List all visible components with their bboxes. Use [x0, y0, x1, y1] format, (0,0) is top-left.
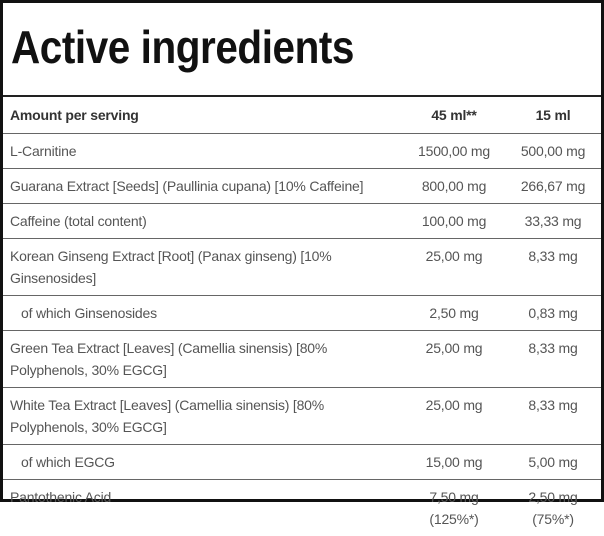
- daily-value-percent: (75%*): [532, 511, 574, 527]
- amount-45ml: 25,00 mg: [403, 388, 505, 445]
- ingredient-name: of which EGCG: [3, 445, 403, 480]
- table-header: Amount per serving 45 ml** 15 ml: [3, 96, 601, 134]
- amount-15ml: 0,83 mg: [505, 296, 601, 331]
- amount-15ml: 8,33 mg: [505, 331, 601, 388]
- amount-45ml: 2,50 mg: [403, 296, 505, 331]
- table-row: White Tea Extract [Leaves] (Camellia sin…: [3, 388, 601, 445]
- table-row: Korean Ginseng Extract [Root] (Panax gin…: [3, 239, 601, 296]
- amount-15ml: 8,33 mg: [505, 388, 601, 445]
- amount-15ml: 2,50 mg (75%*): [505, 480, 601, 536]
- amount-45ml: 25,00 mg: [403, 331, 505, 388]
- ingredient-name: of which Ginsenosides: [3, 296, 403, 331]
- table-row: Pantothenic Acid 7,50 mg (125%*) 2,50 mg (…: [3, 480, 601, 536]
- amount-45ml: 1500,00 mg: [403, 134, 505, 169]
- amount-45ml: 800,00 mg: [403, 169, 505, 204]
- amount-15ml: 266,67 mg: [505, 169, 601, 204]
- header-15ml: 15 ml: [505, 96, 601, 134]
- amount-15ml: 33,33 mg: [505, 204, 601, 239]
- ingredient-name: Korean Ginseng Extract [Root] (Panax gin…: [3, 239, 403, 296]
- ingredient-name: Guarana Extract [Seeds] (Paullinia cupan…: [3, 169, 403, 204]
- ingredients-panel: Active ingredients Amount per serving 45…: [0, 0, 604, 502]
- ingredient-name: Green Tea Extract [Leaves] (Camellia sin…: [3, 331, 403, 388]
- amount-value: 7,50 mg: [429, 489, 478, 505]
- amount-15ml: 8,33 mg: [505, 239, 601, 296]
- amount-45ml: 25,00 mg: [403, 239, 505, 296]
- ingredient-name: Pantothenic Acid: [3, 480, 403, 536]
- amount-45ml: 100,00 mg: [403, 204, 505, 239]
- amount-15ml: 500,00 mg: [505, 134, 601, 169]
- amount-15ml: 5,00 mg: [505, 445, 601, 480]
- amount-45ml: 7,50 mg (125%*): [403, 480, 505, 536]
- page-title: Active ingredients: [11, 21, 354, 73]
- ingredient-name: Caffeine (total content): [3, 204, 403, 239]
- ingredient-name: White Tea Extract [Leaves] (Camellia sin…: [3, 388, 403, 445]
- amount-45ml: 15,00 mg: [403, 445, 505, 480]
- table-row: Caffeine (total content) 100,00 mg 33,33…: [3, 204, 601, 239]
- ingredient-name: L-Carnitine: [3, 134, 403, 169]
- ingredients-table: Amount per serving 45 ml** 15 ml L-Carni…: [3, 95, 601, 536]
- header-amount-per-serving: Amount per serving: [3, 96, 403, 134]
- daily-value-percent: (125%*): [429, 511, 478, 527]
- table-row: L-Carnitine 1500,00 mg 500,00 mg: [3, 134, 601, 169]
- table-row: Green Tea Extract [Leaves] (Camellia sin…: [3, 331, 601, 388]
- table-row: Guarana Extract [Seeds] (Paullinia cupan…: [3, 169, 601, 204]
- amount-value: 2,50 mg: [528, 489, 577, 505]
- table-row: of which Ginsenosides 2,50 mg 0,83 mg: [3, 296, 601, 331]
- header-45ml: 45 ml**: [403, 96, 505, 134]
- table-row: of which EGCG 15,00 mg 5,00 mg: [3, 445, 601, 480]
